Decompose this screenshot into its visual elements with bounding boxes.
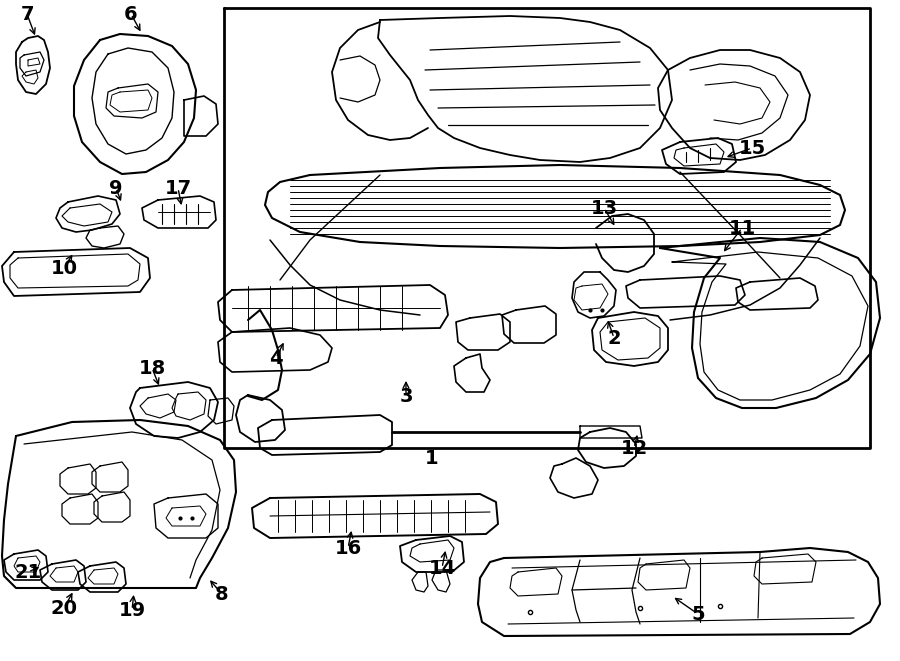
Text: 21: 21 (14, 563, 41, 582)
Text: 14: 14 (428, 559, 455, 578)
Text: 6: 6 (124, 5, 138, 24)
Text: 9: 9 (109, 178, 122, 198)
Text: 3: 3 (400, 387, 413, 405)
Text: 15: 15 (738, 139, 766, 157)
Text: 12: 12 (620, 438, 648, 457)
Text: 2: 2 (608, 329, 621, 348)
Text: 10: 10 (50, 258, 77, 278)
Text: 1: 1 (425, 449, 439, 467)
Text: 13: 13 (590, 198, 617, 217)
Text: 16: 16 (335, 539, 362, 557)
Text: 8: 8 (215, 584, 229, 603)
Text: 11: 11 (728, 219, 756, 237)
Text: 20: 20 (50, 598, 77, 617)
Text: 5: 5 (691, 605, 705, 623)
Text: 18: 18 (139, 358, 166, 377)
Text: 17: 17 (165, 178, 192, 198)
Text: 7: 7 (20, 5, 34, 24)
Text: 4: 4 (269, 348, 283, 368)
Text: 19: 19 (119, 600, 146, 619)
